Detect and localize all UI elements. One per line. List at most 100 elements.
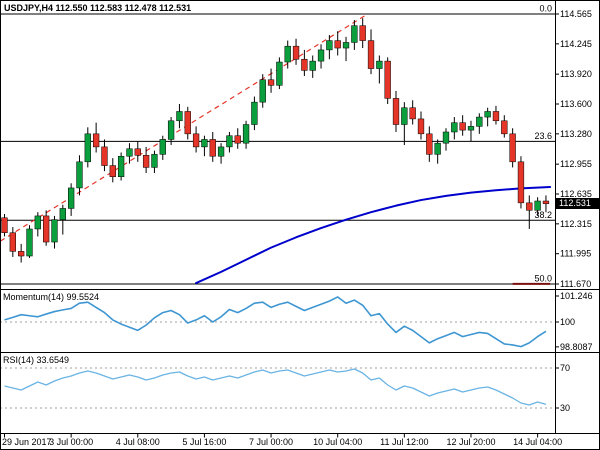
time-axis-label: 10 Jul 04:00 (313, 437, 362, 447)
candle-bull (76, 161, 83, 189)
candle-bear (526, 202, 533, 211)
candle-bull (376, 60, 383, 69)
candle-bear (301, 58, 308, 71)
candle-bear (367, 40, 375, 69)
candle-bear (501, 120, 508, 135)
candle-bear (1, 217, 8, 233)
candle-bull (151, 154, 158, 168)
moving-average-line (195, 186, 552, 285)
candle-bull (67, 187, 75, 209)
candle-bull (309, 60, 316, 71)
candle-bull (342, 42, 350, 49)
candle-bull (59, 208, 66, 220)
price-axis-label: 112.315 (560, 219, 592, 229)
candle-bear (426, 133, 433, 155)
trendline (0, 13, 368, 242)
momentum-line (4, 296, 547, 348)
price-axis-label: 113.920 (560, 69, 592, 79)
candle-bear (417, 118, 425, 135)
candle-bear (492, 111, 500, 122)
candle-bull (126, 148, 133, 157)
price-axis-label: 113.600 (560, 99, 592, 109)
rsi-line (4, 368, 547, 406)
candle-bull (259, 79, 266, 103)
candle-bear (267, 79, 275, 86)
price-axis-label: 111.670 (560, 279, 591, 289)
momentum-axis-label: 98.8087 (560, 342, 593, 352)
candle-bear (142, 155, 150, 168)
price-axis-label: 114.245 (560, 39, 592, 49)
candle-bear (334, 40, 341, 49)
fib-level-label: 23.6 (534, 131, 552, 141)
candle-bear (517, 161, 525, 204)
candle-bear (184, 111, 191, 135)
candle-bull (476, 116, 483, 127)
candle-bear (359, 25, 366, 41)
time-axis-label: 11 Jul 12:00 (380, 437, 428, 447)
price-axis-label: 111.995 (560, 249, 591, 259)
fib-level-label: 0.0 (539, 4, 552, 14)
time-axis-label: 4 Jul 08:00 (116, 437, 160, 447)
candle-bull (26, 228, 33, 257)
candle-bull (159, 139, 166, 155)
momentum-indicator-label: Momentum(14) 99.5524 (3, 292, 100, 302)
candle-bear (459, 122, 466, 131)
candle-bear (509, 133, 516, 163)
candle-bear (292, 45, 300, 60)
rsi-axis-label: 70 (560, 363, 570, 373)
candle-bull (167, 120, 175, 140)
price-axis-label: 113.280 (560, 129, 592, 139)
candle-bull (117, 155, 125, 177)
rsi-indicator-label: RSI(14) 33.6549 (3, 355, 70, 365)
candle-bull (326, 40, 333, 51)
candle-bull (284, 45, 291, 63)
candle-bear (409, 107, 416, 120)
momentum-axis-label: 101.246 (560, 291, 593, 301)
candle-bull (217, 146, 225, 157)
candle-bull (534, 200, 541, 211)
candle-bull (242, 124, 250, 144)
fib-level-label: 38.2 (534, 210, 552, 220)
candle-bear (234, 135, 241, 144)
candle-bull (276, 61, 283, 86)
candle-bull (401, 107, 408, 125)
current-price-tag: 112.531 (556, 198, 600, 209)
momentum-axis-label: 100 (560, 317, 575, 327)
candle-bull (176, 111, 183, 122)
candle-bull (201, 139, 208, 148)
time-axis-label: 7 Jul 00:00 (249, 437, 293, 447)
time-axis-label: 5 Jul 16:00 (182, 437, 226, 447)
candle-bull (226, 135, 233, 148)
candle-bear (9, 232, 16, 252)
candle-bull (51, 219, 58, 243)
candle-bear (134, 148, 141, 156)
price-axis-label: 114.565 (560, 9, 592, 19)
candle-bear (43, 215, 50, 243)
candle-bear (92, 133, 100, 148)
candle-bull (84, 133, 91, 163)
candle-bull (467, 126, 475, 131)
price-axis-label: 112.955 (560, 159, 592, 169)
time-axis-label: 3 Jul 00:00 (49, 437, 93, 447)
candle-bear (392, 98, 400, 125)
candle-bull (442, 131, 450, 144)
candle-bull (484, 111, 491, 118)
candle-bear (542, 200, 550, 204)
candle-bull (351, 25, 358, 43)
candle-bull (251, 101, 258, 125)
candle-bear (18, 251, 25, 257)
candle-bear (209, 139, 216, 157)
time-axis-label: 29 Jun 2017 (2, 437, 52, 447)
candle-bull (434, 142, 441, 155)
candle-bear (192, 133, 200, 148)
symbol-ohlc-label: USDJPY,H4 112.550 112.583 112.478 112.53… (4, 3, 192, 13)
candle-bull (451, 122, 458, 133)
candle-bull (317, 49, 325, 62)
candle-bear (384, 60, 391, 99)
fib-level-label: 50.0 (534, 274, 552, 284)
candle-bull (34, 215, 41, 230)
time-axis-label: 14 Jul 04:00 (513, 437, 562, 447)
